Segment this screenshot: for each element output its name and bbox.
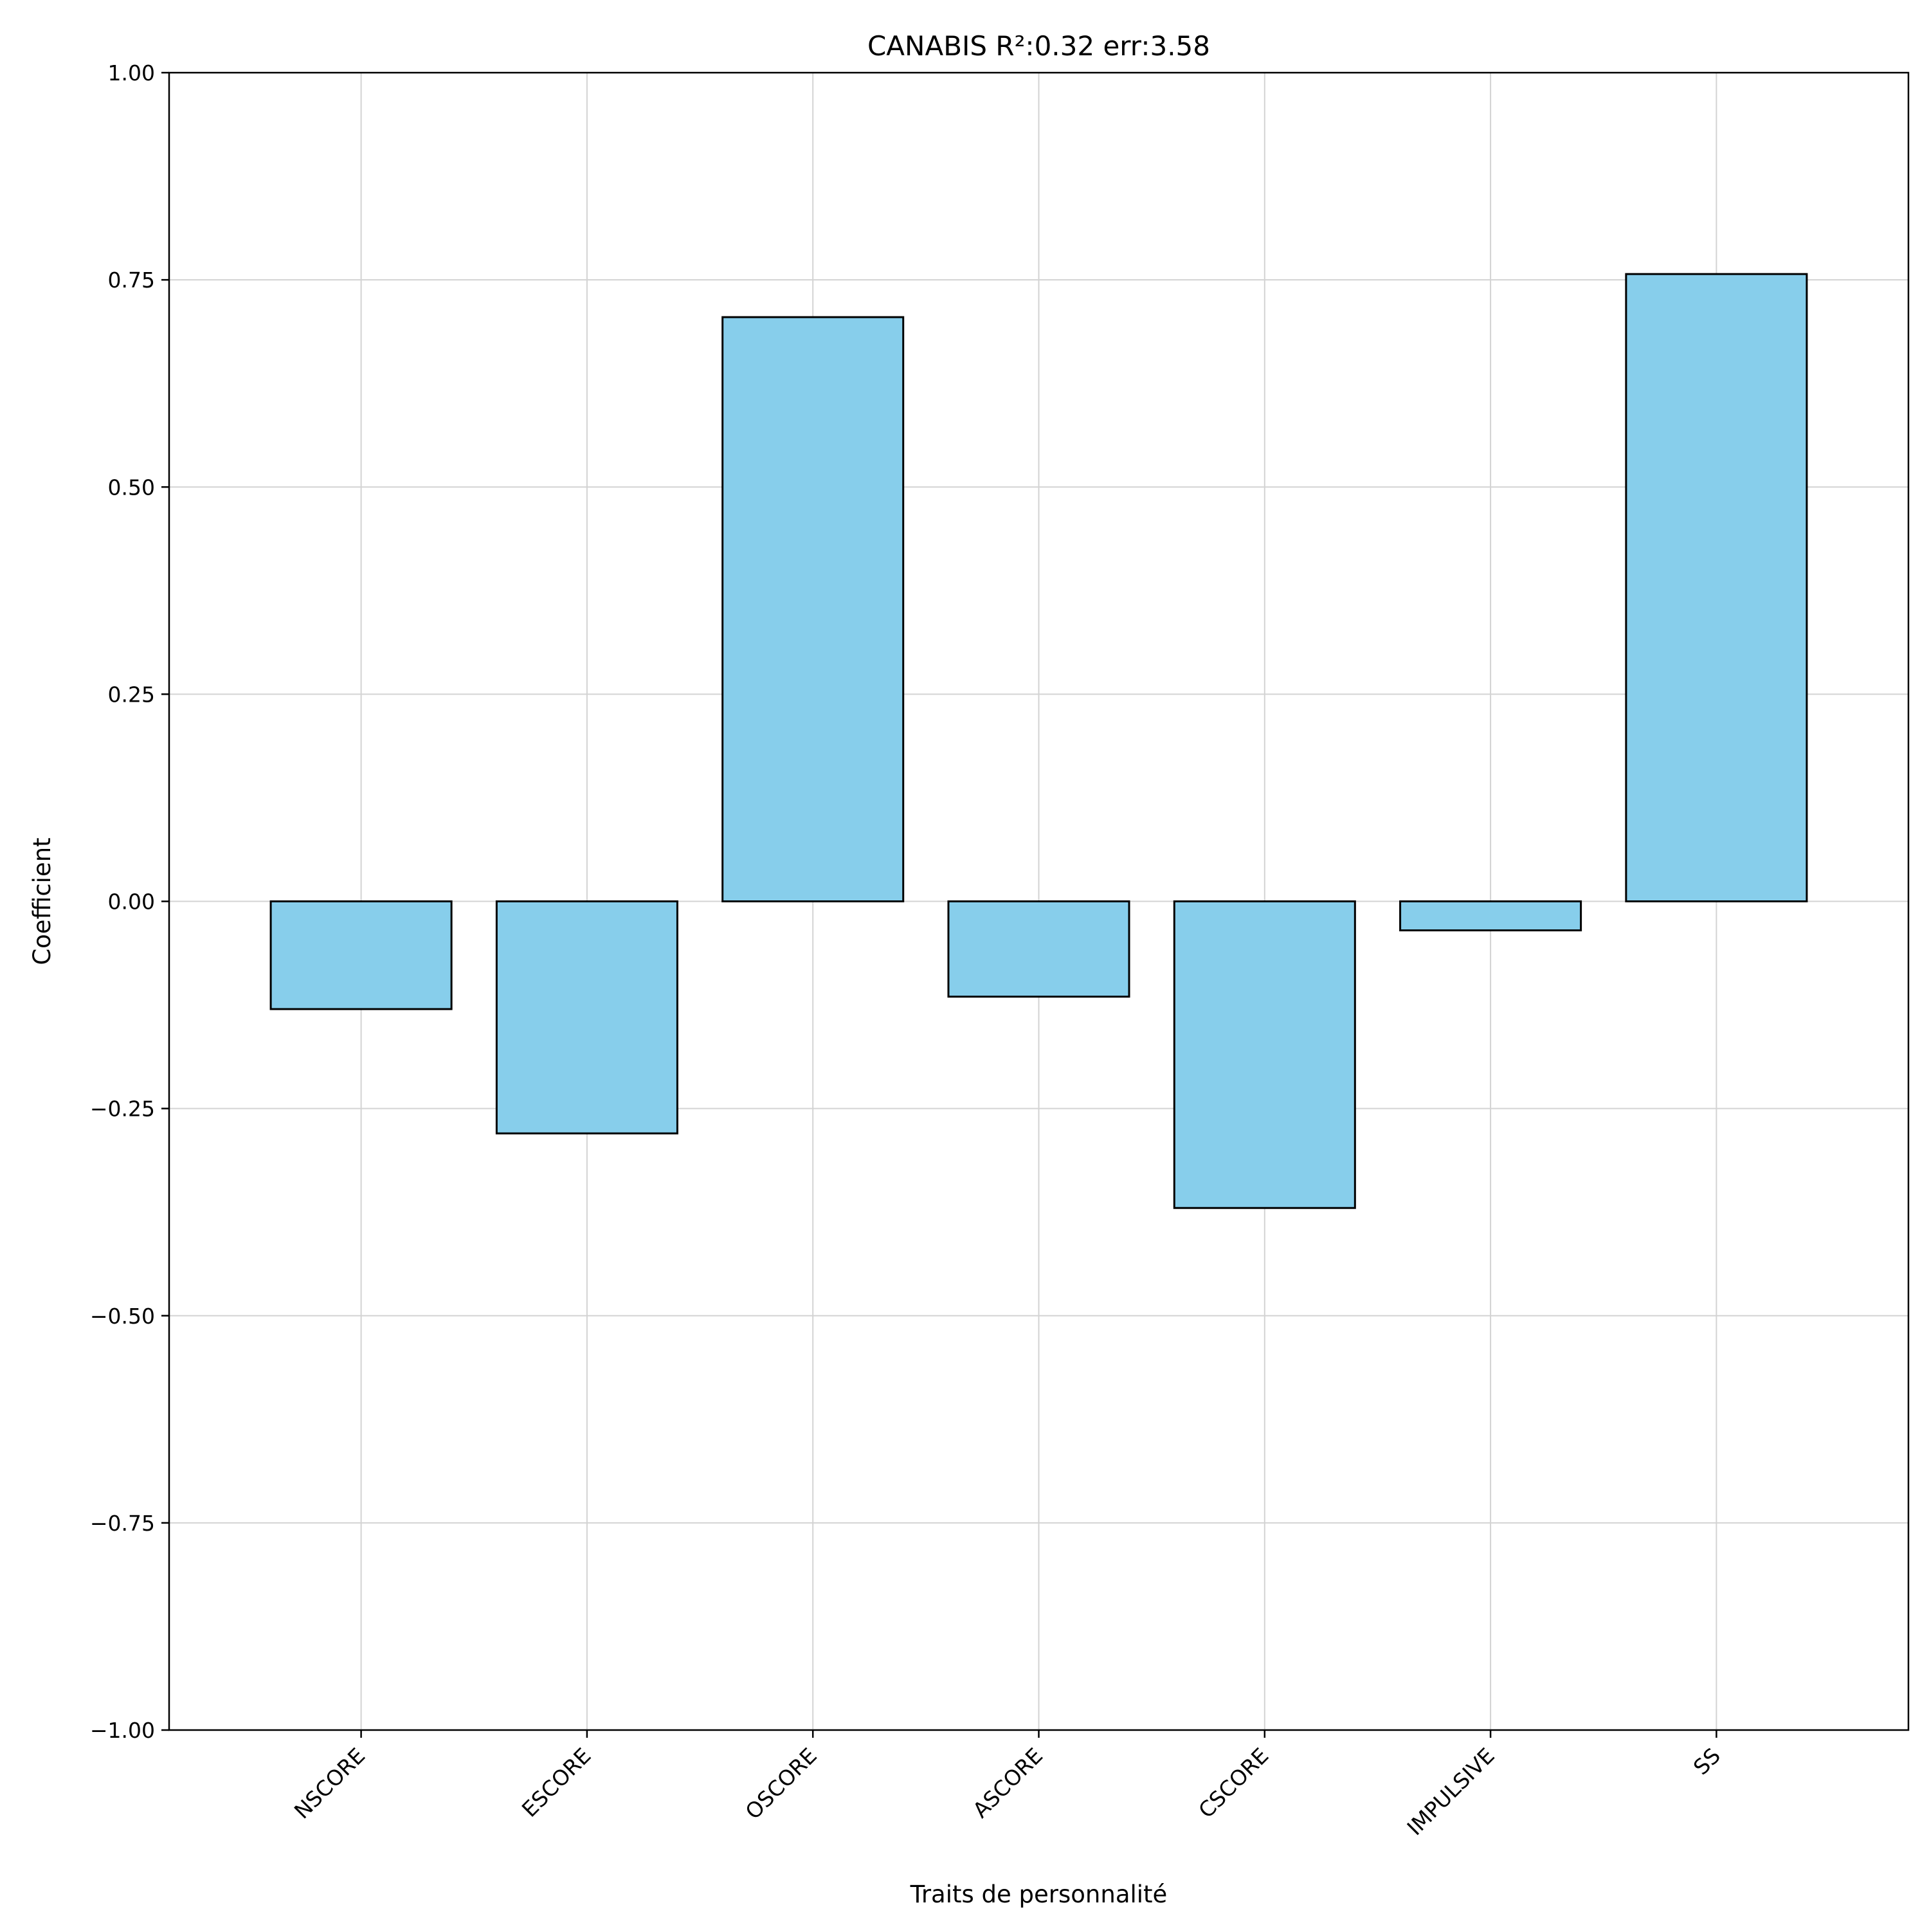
y-tick-label: −0.75 xyxy=(90,1511,155,1536)
y-tick-label: 0.50 xyxy=(108,475,155,500)
y-tick-label: 0.00 xyxy=(108,889,155,915)
bar-ss xyxy=(1626,274,1807,901)
y-tick-label: −0.25 xyxy=(90,1097,155,1122)
bar-oscore xyxy=(723,317,903,901)
chart-title: CANABIS R²:0.32 err:3.58 xyxy=(867,30,1210,62)
x-axis-label: Traits de personnalité xyxy=(910,1881,1168,1908)
bar-ascore xyxy=(948,902,1129,997)
y-tick-label: 0.25 xyxy=(108,682,155,707)
bar-cscore xyxy=(1174,902,1355,1208)
y-tick-label: 1.00 xyxy=(108,60,155,86)
y-tick-label: −1.00 xyxy=(90,1718,155,1743)
bar-nscore xyxy=(271,902,451,1010)
bar-escore xyxy=(496,902,677,1134)
y-axis-label: Coefficient xyxy=(28,837,56,965)
bar-impulsive xyxy=(1400,902,1581,931)
y-tick-label: −0.50 xyxy=(90,1304,155,1329)
y-tick-label: 0.75 xyxy=(108,268,155,293)
